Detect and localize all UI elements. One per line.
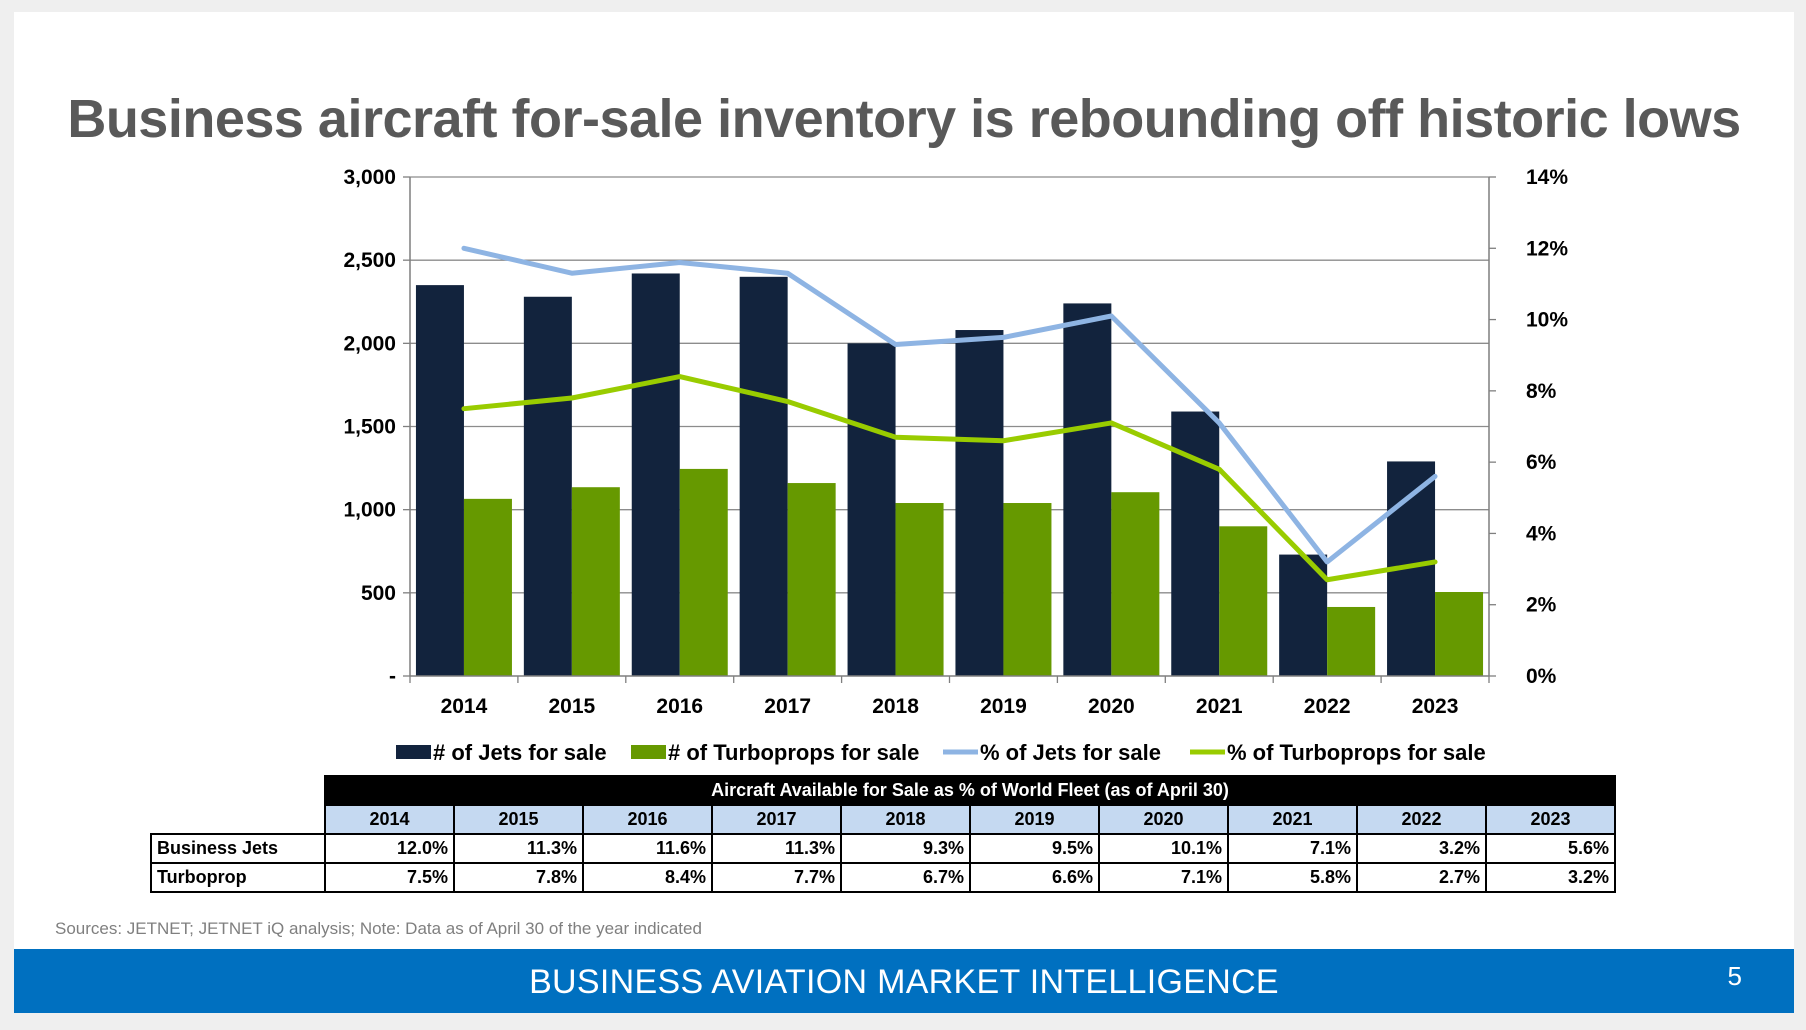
x-tick-label: 2019 bbox=[980, 695, 1027, 718]
y-right-tick-label: 2% bbox=[1526, 594, 1557, 617]
turboprops-bar bbox=[1003, 503, 1052, 676]
jets-bar bbox=[739, 276, 788, 676]
y-left-tick-label: 500 bbox=[361, 582, 396, 605]
table-cell: 6.7% bbox=[840, 862, 971, 893]
year-header: 2018 bbox=[840, 804, 971, 835]
turboprops-bar bbox=[571, 487, 620, 676]
slide-title: Business aircraft for-sale inventory is … bbox=[67, 89, 1741, 149]
table-cell: 7.8% bbox=[453, 862, 584, 893]
year-header: 2022 bbox=[1356, 804, 1487, 835]
table-row: Turboprop 7.5% 7.8% 8.4% 7.7% 6.7% 6.6% 7.1% 5.8… bbox=[150, 862, 1616, 893]
year-header: 2015 bbox=[453, 804, 584, 835]
page-number: 5 bbox=[1727, 961, 1742, 991]
table-cell: 6.6% bbox=[969, 862, 1100, 893]
jets-bar bbox=[847, 343, 896, 676]
table-cell: 11.3% bbox=[711, 833, 842, 864]
y-left-tick-label: - bbox=[389, 665, 396, 688]
y-left-tick-label: 3,000 bbox=[343, 166, 396, 189]
table-cell: 7.5% bbox=[324, 862, 455, 893]
table-caption-row: Aircraft Available for Sale as % of Worl… bbox=[151, 775, 1616, 806]
jets-bar bbox=[1063, 303, 1112, 676]
legend-label: % of Jets for sale bbox=[980, 740, 1161, 765]
turboprops-bar bbox=[679, 468, 728, 676]
table-cell: 12.0% bbox=[324, 833, 455, 864]
jets-bar bbox=[955, 330, 1004, 676]
table-row: Business Jets 12.0% 11.3% 11.6% 11.3% 9.3% 9.5… bbox=[150, 833, 1616, 864]
table-cell: 11.3% bbox=[453, 833, 584, 864]
x-tick-label: 2015 bbox=[548, 695, 595, 718]
legend-label: # of Jets for sale bbox=[433, 740, 607, 765]
jets-bar bbox=[523, 296, 572, 676]
turboprops-pct-line bbox=[461, 374, 1438, 583]
table-cell: 10.1% bbox=[1098, 833, 1229, 864]
table-cell: 5.8% bbox=[1227, 862, 1358, 893]
x-tick-label: 2022 bbox=[1304, 695, 1351, 718]
sources-note: Sources: JETNET; JETNET iQ analysis; Not… bbox=[55, 919, 702, 938]
table-cell: 8.4% bbox=[582, 862, 713, 893]
table-cell: 3.2% bbox=[1485, 862, 1616, 893]
year-header: 2014 bbox=[324, 804, 455, 835]
blank-cell bbox=[151, 805, 325, 834]
table-caption: Aircraft Available for Sale as % of Worl… bbox=[324, 775, 1616, 806]
x-tick-label: 2018 bbox=[872, 695, 919, 718]
table-header-row: 2014 2015 2016 2017 2018 2019 2020 2021 2022 2023 bbox=[151, 804, 1616, 835]
x-tick-label: 2020 bbox=[1088, 695, 1135, 718]
legend-swatch bbox=[631, 745, 666, 759]
table-cell: 11.6% bbox=[582, 833, 713, 864]
x-tick-label: 2023 bbox=[1412, 695, 1459, 718]
y-right-tick-label: 12% bbox=[1526, 237, 1568, 260]
jets-bar bbox=[631, 273, 680, 676]
table-cell: 9.3% bbox=[840, 833, 971, 864]
turboprops-bar bbox=[787, 483, 836, 676]
table-cell: 3.2% bbox=[1356, 833, 1487, 864]
turboprops-bar bbox=[895, 503, 944, 676]
slide: Business aircraft for-sale inventory is … bbox=[14, 12, 1794, 1013]
year-header: 2017 bbox=[711, 804, 842, 835]
year-header: 2019 bbox=[969, 804, 1100, 835]
y-left-tick-label: 1,500 bbox=[343, 416, 396, 439]
turboprops-bar bbox=[1327, 606, 1376, 676]
y-left-tick-label: 2,000 bbox=[343, 332, 396, 355]
table-cell: 5.6% bbox=[1485, 833, 1616, 864]
turboprops-bar bbox=[1219, 526, 1268, 676]
table-cell: 7.1% bbox=[1098, 862, 1229, 893]
year-header: 2021 bbox=[1227, 804, 1358, 835]
y-left-tick-label: 2,500 bbox=[343, 249, 396, 272]
legend-label: % of Turboprops for sale bbox=[1227, 740, 1486, 765]
year-header: 2023 bbox=[1485, 804, 1616, 835]
turboprops-bar bbox=[1111, 492, 1160, 676]
combo-chart: - 500 1,000 1,500 2,000 2,500 3,000 0% 2% 4% 6% 8% 1… bbox=[343, 166, 1568, 765]
fleet-percentage-table: Aircraft Available for Sale as % of Worl… bbox=[150, 775, 1616, 893]
table-cell: 7.1% bbox=[1227, 833, 1358, 864]
turboprops-bar bbox=[463, 498, 512, 676]
legend-label: # of Turboprops for sale bbox=[668, 740, 919, 765]
row-label: Business Jets bbox=[150, 833, 326, 864]
blank-cell bbox=[151, 776, 325, 805]
year-header: 2020 bbox=[1098, 804, 1229, 835]
jets-pct-line bbox=[461, 245, 1438, 565]
x-tick-label: 2021 bbox=[1196, 695, 1243, 718]
footer-bar: BUSINESS AVIATION MARKET INTELLIGENCE 5 bbox=[14, 949, 1794, 1013]
row-label: Turboprop bbox=[150, 862, 326, 893]
year-header: 2016 bbox=[582, 804, 713, 835]
footer-title: BUSINESS AVIATION MARKET INTELLIGENCE bbox=[529, 963, 1279, 1001]
y-right-tick-label: 10% bbox=[1526, 309, 1568, 332]
table-cell: 2.7% bbox=[1356, 862, 1487, 893]
x-tick-label: 2016 bbox=[656, 695, 703, 718]
jets-bar bbox=[415, 285, 464, 676]
legend-swatch bbox=[396, 745, 431, 759]
y-right-tick-label: 8% bbox=[1526, 380, 1557, 403]
y-right-tick-label: 4% bbox=[1526, 522, 1557, 545]
y-right-tick-label: 6% bbox=[1526, 451, 1557, 474]
turboprops-bar bbox=[1435, 592, 1484, 676]
y-right-tick-label: 0% bbox=[1526, 665, 1557, 688]
x-tick-label: 2017 bbox=[764, 695, 811, 718]
table-cell: 7.7% bbox=[711, 862, 842, 893]
y-right-tick-label: 14% bbox=[1526, 166, 1568, 189]
x-tick-label: 2014 bbox=[441, 695, 488, 718]
table-cell: 9.5% bbox=[969, 833, 1100, 864]
y-left-tick-label: 1,000 bbox=[343, 499, 396, 522]
jets-bar bbox=[1171, 411, 1220, 676]
